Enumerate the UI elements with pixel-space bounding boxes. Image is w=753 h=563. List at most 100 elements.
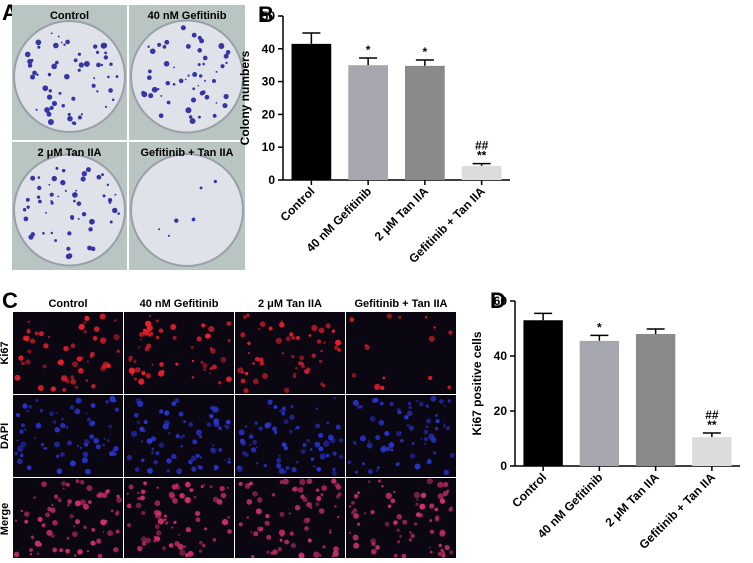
colony	[197, 63, 201, 67]
cell	[428, 458, 432, 462]
cell	[338, 438, 344, 443]
cell	[103, 437, 106, 440]
x-tick-label: Control	[509, 470, 549, 510]
colony	[197, 115, 201, 119]
bar	[579, 340, 620, 466]
cell	[158, 442, 164, 448]
cell	[252, 378, 259, 385]
cell	[14, 451, 18, 456]
colony	[77, 115, 82, 120]
row-label: Ki67	[0, 341, 11, 364]
cell	[182, 434, 186, 438]
bar	[405, 65, 445, 180]
cell	[28, 405, 32, 409]
cell	[331, 478, 337, 484]
cell	[37, 516, 43, 523]
cell	[155, 530, 162, 536]
colony	[192, 87, 196, 91]
cell	[74, 408, 81, 415]
cell	[409, 453, 416, 459]
colony	[201, 90, 206, 95]
cell	[91, 384, 96, 389]
colony	[100, 63, 104, 67]
cell	[126, 492, 129, 495]
cell	[133, 412, 139, 418]
cell	[75, 397, 82, 404]
colony	[55, 166, 59, 170]
colony	[65, 39, 70, 45]
colony	[90, 246, 96, 252]
cell	[140, 440, 144, 443]
colony	[73, 199, 76, 203]
cell	[183, 420, 186, 424]
cell	[162, 423, 169, 430]
cell	[439, 530, 446, 537]
cell	[141, 370, 146, 376]
colony	[88, 227, 93, 232]
colony	[215, 70, 218, 73]
cell	[62, 487, 65, 490]
cell	[285, 465, 290, 471]
colony	[78, 62, 84, 68]
colony	[36, 73, 39, 76]
colony	[49, 192, 54, 197]
cell	[100, 366, 106, 372]
cell	[385, 446, 391, 452]
cell	[164, 410, 170, 416]
cell	[20, 423, 26, 428]
cell	[289, 430, 293, 434]
cell	[84, 442, 88, 447]
cell	[429, 519, 433, 523]
cell	[273, 405, 278, 409]
cell	[266, 534, 272, 540]
colony	[80, 176, 86, 182]
cell	[200, 485, 204, 489]
cell	[280, 533, 284, 537]
cell	[67, 503, 70, 507]
cell	[238, 481, 243, 486]
dish	[130, 153, 244, 267]
cell	[272, 549, 278, 555]
cell	[158, 328, 164, 334]
cell	[35, 422, 42, 429]
cell	[227, 515, 231, 519]
cell	[355, 470, 358, 474]
cell	[156, 486, 159, 489]
colony	[117, 212, 120, 215]
cell	[408, 538, 413, 542]
colony	[71, 96, 76, 101]
cell	[228, 461, 231, 464]
cell	[416, 498, 419, 501]
cell	[291, 487, 297, 492]
cell	[334, 345, 339, 351]
cell	[409, 531, 412, 534]
colony	[148, 93, 154, 99]
cell	[210, 447, 217, 454]
cell	[247, 352, 250, 355]
colony	[58, 91, 62, 95]
cell	[74, 385, 79, 389]
y-tick-label: 60	[494, 294, 508, 308]
cell	[147, 468, 153, 474]
cell	[240, 378, 246, 384]
cell	[429, 503, 435, 509]
cell	[104, 520, 108, 523]
cell	[374, 383, 381, 391]
cell	[19, 429, 24, 434]
cell	[298, 361, 303, 366]
cell	[135, 502, 142, 509]
cell	[95, 444, 101, 450]
cell	[366, 442, 373, 449]
y-tick-label: 40	[262, 42, 276, 56]
cell	[311, 353, 317, 358]
cell	[92, 335, 98, 341]
cell	[97, 553, 103, 559]
cell	[258, 527, 264, 532]
colony	[55, 60, 59, 65]
cell	[447, 385, 451, 389]
cell	[347, 460, 352, 465]
colony	[46, 111, 52, 117]
cell	[438, 399, 444, 404]
colony	[190, 97, 197, 103]
colony	[191, 32, 197, 38]
